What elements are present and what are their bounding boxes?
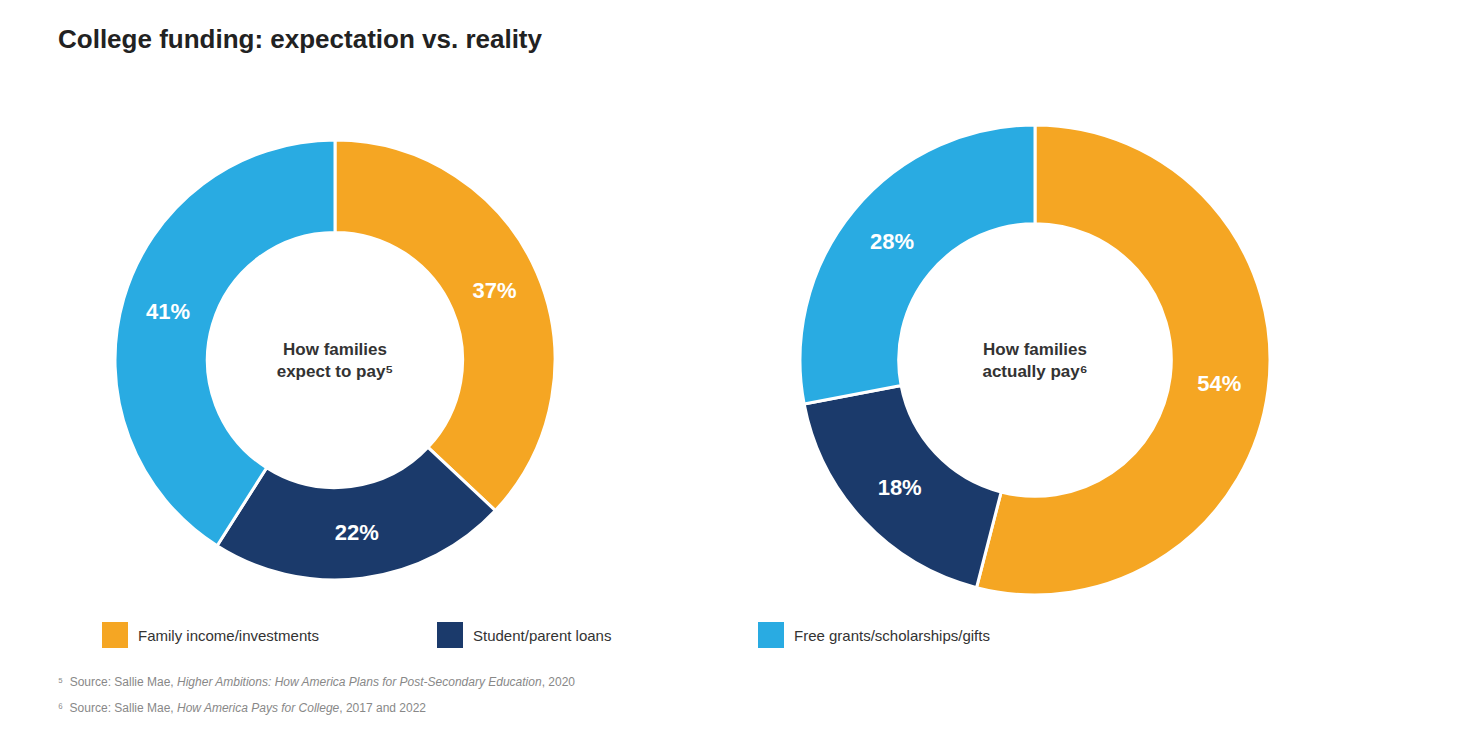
center-label-line: expect to pay⁵ [277,362,394,381]
legend-label: Free grants/scholarships/gifts [794,627,990,644]
slice [335,140,555,511]
data-label: 22% [335,520,379,545]
donut-chart: 37% 22% 41% How families expect to pay⁵ [115,140,555,580]
center-label-line: actually pay⁶ [982,362,1087,381]
footnote-part: ⁵ Source: Sallie Mae, [58,675,177,689]
center-label-line: How families [983,340,1087,359]
legend: Family income/investments Student/parent … [102,622,990,648]
footnote-part: How America Pays for College [177,701,340,715]
donut-chart: 54% 18% 28% How families actually pay⁶ [800,125,1270,595]
slices [800,125,1270,595]
footnote-part: , 2020 [542,675,576,689]
footnote-part: Higher Ambitions: How America Plans for … [177,675,542,689]
data-labels: 37% 22% 41% [146,278,516,544]
legend-label: Student/parent loans [473,627,611,644]
legend-label: Family income/investments [138,627,319,644]
footnote-part: ⁶ Source: Sallie Mae, [58,701,177,715]
data-label: 37% [472,278,516,303]
footnote-part: , 2017 and 2022 [339,701,426,715]
legend-swatch [758,622,784,648]
slice [804,386,1001,588]
footnote: ⁵ Source: Sallie Mae, Higher Ambitions: … [58,675,575,689]
data-label: 18% [878,475,922,500]
data-label: 28% [870,229,914,254]
center-label-line: How families [283,340,387,359]
center-label: How families actually pay⁶ [982,340,1087,381]
data-labels: 54% 18% 28% [870,229,1241,499]
data-label: 41% [146,299,190,324]
legend-swatch [437,622,463,648]
footnote: ⁶ Source: Sallie Mae, How America Pays f… [58,701,426,715]
slices [115,140,555,580]
chart-title: College funding: expectation vs. reality [58,24,543,54]
center-label: How families expect to pay⁵ [277,340,394,381]
chart-root: College funding: expectation vs. reality… [0,0,1458,748]
legend-swatch [102,622,128,648]
data-label: 54% [1197,371,1241,396]
